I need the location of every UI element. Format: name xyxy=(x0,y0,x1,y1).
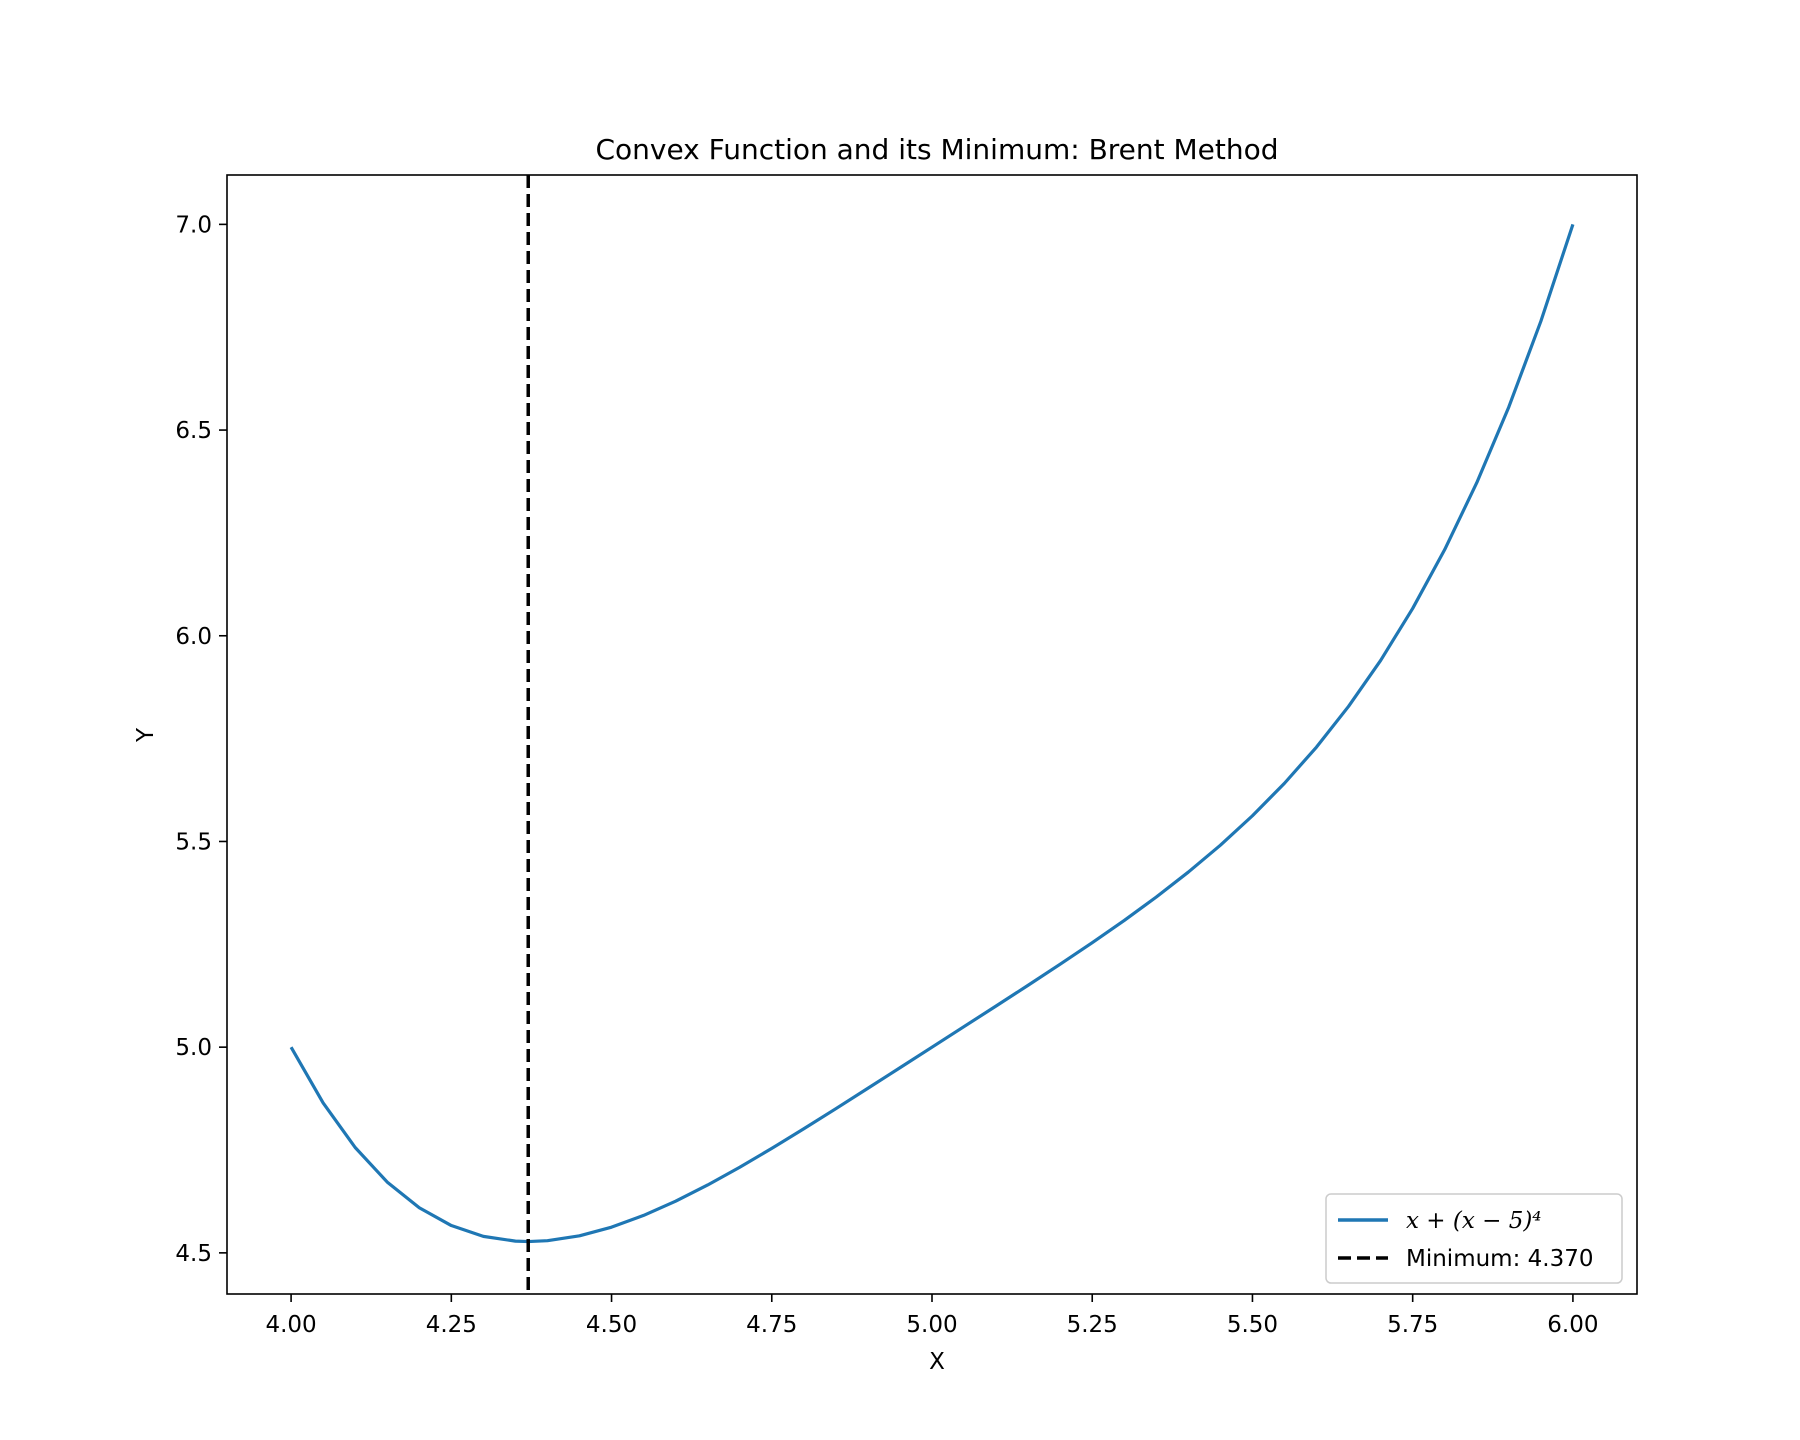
series-layer xyxy=(289,223,1575,1244)
x-tick-label: 4.00 xyxy=(265,1312,316,1338)
y-tick-label: 4.5 xyxy=(175,1241,212,1267)
x-tick-label: 5.75 xyxy=(1387,1312,1438,1338)
chart-title: Convex Function and its Minimum: Brent M… xyxy=(595,133,1278,166)
legend-box xyxy=(1325,1193,1623,1284)
x-tick-label: 4.25 xyxy=(426,1312,477,1338)
y-tick-label: 7.0 xyxy=(175,212,212,238)
x-tick-label: 4.50 xyxy=(586,1312,637,1338)
x-axis-label: X xyxy=(929,1349,945,1375)
x-tick-label: 5.50 xyxy=(1227,1312,1278,1338)
x-tick-label: 6.00 xyxy=(1547,1312,1598,1338)
legend: x + (x − 5)⁴ Minimum: 4.370 xyxy=(1325,1193,1623,1284)
x-tick-label: 5.25 xyxy=(1067,1312,1118,1338)
y-tick-label: 5.5 xyxy=(175,829,212,855)
y-axis-ticks: 4.5 5.0 5.5 6.0 6.5 7.0 xyxy=(175,212,227,1267)
legend-label-minimum: Minimum: 4.370 xyxy=(1406,1246,1594,1272)
series-line-0 xyxy=(289,223,1575,1244)
y-tick-label: 5.0 xyxy=(175,1035,212,1061)
x-axis-ticks: 4.00 4.25 4.50 4.75 5.00 5.25 5.50 5.75 6.00 xyxy=(265,1294,1599,1338)
x-tick-label: 4.75 xyxy=(746,1312,797,1338)
y-tick-label: 6.0 xyxy=(175,624,212,650)
legend-label-curve: x + (x − 5)⁴ xyxy=(1406,1208,1542,1234)
x-tick-label: 5.00 xyxy=(906,1312,957,1338)
y-axis-label: Y xyxy=(133,727,159,743)
y-tick-label: 6.5 xyxy=(175,418,212,444)
